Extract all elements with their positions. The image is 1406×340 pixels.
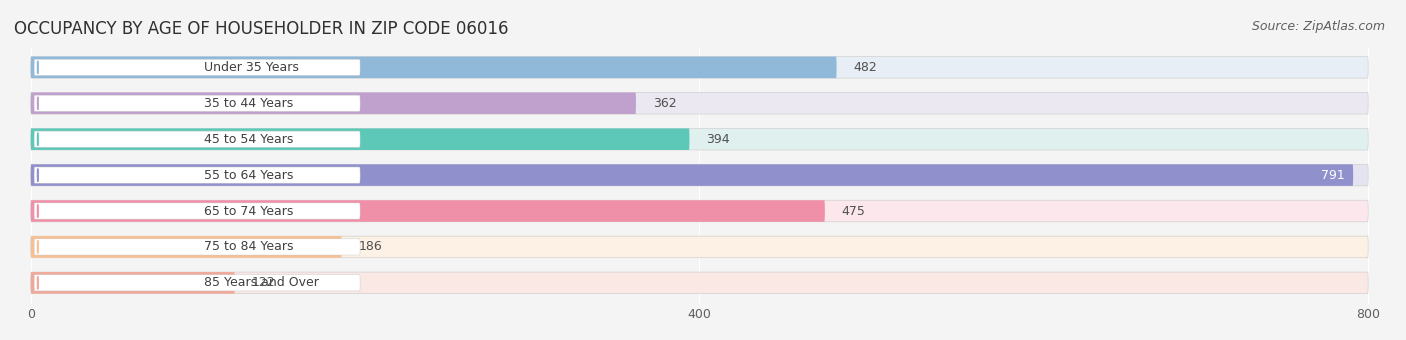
Text: Source: ZipAtlas.com: Source: ZipAtlas.com: [1251, 20, 1385, 33]
Text: 45 to 54 Years: 45 to 54 Years: [204, 133, 292, 146]
FancyBboxPatch shape: [31, 164, 1353, 186]
FancyBboxPatch shape: [31, 129, 689, 150]
Text: 122: 122: [252, 276, 276, 289]
FancyBboxPatch shape: [31, 236, 1368, 258]
FancyBboxPatch shape: [34, 239, 360, 255]
FancyBboxPatch shape: [31, 56, 837, 78]
Text: 35 to 44 Years: 35 to 44 Years: [204, 97, 292, 110]
Text: 482: 482: [853, 61, 877, 74]
FancyBboxPatch shape: [31, 92, 1368, 114]
FancyBboxPatch shape: [31, 200, 1368, 222]
FancyBboxPatch shape: [34, 95, 360, 111]
Text: 55 to 64 Years: 55 to 64 Years: [204, 169, 292, 182]
Text: 65 to 74 Years: 65 to 74 Years: [204, 205, 292, 218]
Text: 475: 475: [842, 205, 866, 218]
Text: 186: 186: [359, 240, 382, 253]
FancyBboxPatch shape: [34, 59, 360, 75]
FancyBboxPatch shape: [31, 56, 1368, 78]
FancyBboxPatch shape: [31, 200, 825, 222]
FancyBboxPatch shape: [34, 203, 360, 219]
FancyBboxPatch shape: [34, 131, 360, 147]
FancyBboxPatch shape: [34, 167, 360, 183]
Text: OCCUPANCY BY AGE OF HOUSEHOLDER IN ZIP CODE 06016: OCCUPANCY BY AGE OF HOUSEHOLDER IN ZIP C…: [14, 20, 509, 38]
Text: Under 35 Years: Under 35 Years: [204, 61, 298, 74]
FancyBboxPatch shape: [31, 164, 1368, 186]
FancyBboxPatch shape: [31, 236, 342, 258]
FancyBboxPatch shape: [31, 272, 1368, 294]
Text: 791: 791: [1322, 169, 1344, 182]
FancyBboxPatch shape: [31, 272, 235, 294]
Text: 362: 362: [652, 97, 676, 110]
Text: 75 to 84 Years: 75 to 84 Years: [204, 240, 292, 253]
Text: 85 Years and Over: 85 Years and Over: [204, 276, 319, 289]
Text: 394: 394: [706, 133, 730, 146]
FancyBboxPatch shape: [31, 129, 1368, 150]
FancyBboxPatch shape: [31, 92, 636, 114]
FancyBboxPatch shape: [34, 275, 360, 291]
